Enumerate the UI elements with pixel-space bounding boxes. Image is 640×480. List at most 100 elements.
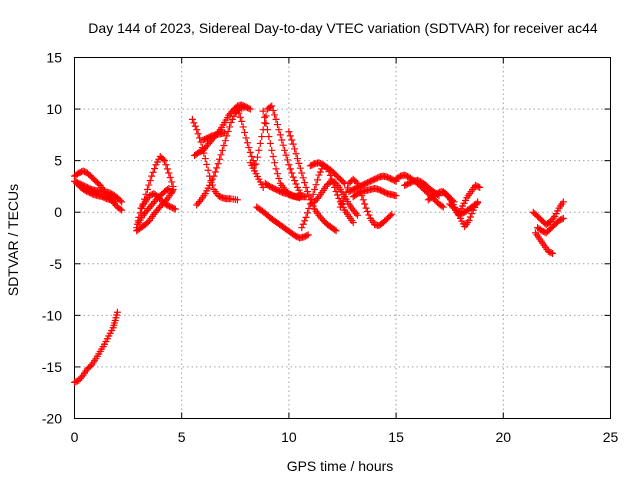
data-point — [210, 172, 218, 180]
data-point — [352, 178, 360, 186]
data-point — [269, 106, 277, 114]
x-tick-label: 10 — [281, 429, 297, 445]
data-point — [279, 141, 287, 149]
data-point — [161, 157, 169, 165]
data-point — [465, 216, 473, 224]
data-point — [238, 117, 246, 125]
data-point — [311, 186, 319, 194]
data-point — [118, 206, 126, 214]
data-point — [190, 119, 198, 127]
data-point — [354, 211, 362, 219]
data-point — [312, 181, 320, 189]
data-point — [163, 165, 171, 173]
data-point — [271, 159, 279, 167]
data-point — [259, 107, 267, 115]
data-point — [288, 169, 296, 177]
data-point — [226, 123, 234, 131]
data-point — [292, 180, 300, 188]
data-point — [259, 183, 267, 191]
series-arc-af — [529, 198, 567, 229]
series-arc-r — [261, 179, 304, 202]
data-point — [255, 146, 263, 154]
data-point — [263, 126, 271, 134]
data-point — [118, 198, 126, 206]
data-point — [221, 137, 229, 145]
data-point — [193, 126, 201, 134]
data-point — [335, 194, 343, 202]
data-point — [289, 140, 297, 148]
series-arc-k — [193, 103, 250, 209]
data-point — [362, 204, 370, 212]
data-point — [261, 113, 269, 121]
data-point — [283, 156, 291, 164]
data-point — [241, 128, 249, 136]
series-arc-m — [233, 105, 259, 169]
data-point — [439, 203, 447, 211]
data-point — [296, 164, 304, 172]
data-point — [162, 161, 170, 169]
data-point — [214, 160, 222, 168]
data-point — [315, 171, 323, 179]
data-point — [217, 151, 225, 159]
data-point — [273, 121, 281, 129]
data-point — [165, 169, 173, 177]
data-point — [221, 129, 229, 137]
data-point — [333, 191, 341, 199]
data-point — [143, 186, 151, 194]
data-point — [313, 194, 321, 202]
plot-frame — [74, 57, 611, 419]
y-tick-label: -10 — [42, 307, 62, 323]
data-point — [302, 183, 310, 191]
data-point — [547, 249, 555, 257]
data-point — [168, 187, 176, 195]
series-arc-q — [253, 203, 312, 242]
data-point — [170, 204, 178, 212]
data-point — [392, 192, 400, 200]
data-point — [239, 123, 247, 131]
data-point — [266, 139, 274, 147]
series-arc-x — [345, 172, 400, 196]
x-axis: 0 5 10 15 20 25 — [71, 57, 618, 445]
data-point — [233, 105, 241, 113]
data-point — [204, 166, 212, 174]
series-arc-aa — [401, 176, 443, 200]
data-point — [233, 196, 241, 204]
y-tick-label: 5 — [54, 153, 62, 169]
data-point — [559, 198, 567, 206]
data-point — [272, 115, 280, 123]
chart-title: Day 144 of 2023, Sidereal Day-to-day VTE… — [88, 20, 598, 36]
data-point — [111, 198, 119, 206]
data-point — [265, 133, 273, 141]
data-point — [227, 118, 235, 126]
data-point — [171, 205, 179, 213]
data-point — [228, 115, 236, 123]
data-point — [331, 226, 339, 234]
data-point — [302, 213, 310, 221]
y-tick-label: -5 — [50, 256, 63, 272]
data-point — [365, 211, 373, 219]
data-point — [364, 208, 372, 216]
data-point — [388, 210, 396, 218]
data-point — [253, 153, 261, 161]
series-arc-d — [71, 308, 121, 386]
grid — [74, 57, 611, 419]
data-point — [301, 217, 309, 225]
data-point — [271, 111, 279, 119]
data-point — [256, 139, 264, 147]
data-point — [245, 144, 253, 152]
data-point — [438, 202, 446, 210]
series-arc-u — [306, 159, 349, 187]
data-point — [146, 177, 154, 185]
series-arc-ad — [446, 181, 484, 218]
data-point — [468, 210, 476, 218]
data-point — [288, 136, 296, 144]
series-arc-i — [188, 115, 241, 204]
data-point — [116, 197, 124, 205]
y-tick-label: 15 — [46, 50, 62, 66]
y-tick-label: -15 — [42, 359, 62, 375]
data-point — [301, 179, 309, 187]
data-point — [286, 132, 294, 140]
data-point — [236, 113, 244, 121]
data-point — [149, 168, 157, 176]
data-point — [286, 165, 294, 173]
